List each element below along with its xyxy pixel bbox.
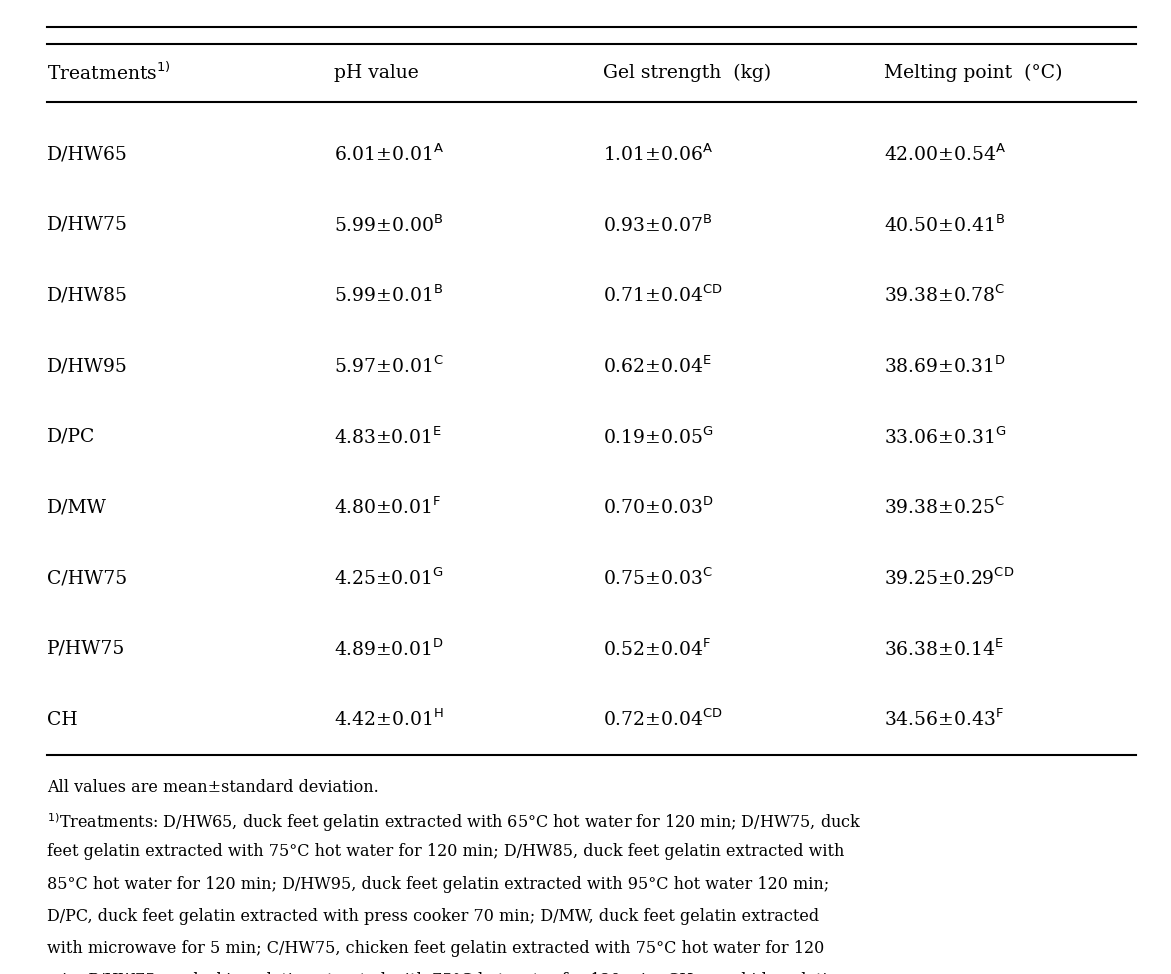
Text: 39.25±0.29$^{\mathrm{CD}}$: 39.25±0.29$^{\mathrm{CD}}$ xyxy=(884,568,1014,589)
Text: 0.62±0.04$^{\mathrm{E}}$: 0.62±0.04$^{\mathrm{E}}$ xyxy=(603,356,712,377)
Text: 42.00±0.54$^{\mathrm{A}}$: 42.00±0.54$^{\mathrm{A}}$ xyxy=(884,143,1006,165)
Text: 0.72±0.04$^{\mathrm{CD}}$: 0.72±0.04$^{\mathrm{CD}}$ xyxy=(603,709,723,730)
Text: 39.38±0.25$^{\mathrm{C}}$: 39.38±0.25$^{\mathrm{C}}$ xyxy=(884,497,1005,518)
Text: 0.52±0.04$^{\mathrm{F}}$: 0.52±0.04$^{\mathrm{F}}$ xyxy=(603,638,711,659)
Text: 4.25±0.01$^{\mathrm{G}}$: 4.25±0.01$^{\mathrm{G}}$ xyxy=(334,568,444,589)
Text: D/HW75: D/HW75 xyxy=(47,216,128,234)
Text: pH value: pH value xyxy=(334,64,418,82)
Text: 85°C hot water for 120 min; D/HW95, duck feet gelatin extracted with 95°C hot wa: 85°C hot water for 120 min; D/HW95, duck… xyxy=(47,876,829,892)
Text: Gel strength  (kg): Gel strength (kg) xyxy=(603,64,772,82)
Text: 38.69±0.31$^{\mathrm{D}}$: 38.69±0.31$^{\mathrm{D}}$ xyxy=(884,356,1006,377)
Text: min; P/HW75, pork skin gelatin extracted with 75°C hot water for 120 min; CH, co: min; P/HW75, pork skin gelatin extracted… xyxy=(47,972,843,974)
Text: P/HW75: P/HW75 xyxy=(47,640,125,657)
Text: 40.50±0.41$^{\mathrm{B}}$: 40.50±0.41$^{\mathrm{B}}$ xyxy=(884,214,1006,236)
Text: D/PC, duck feet gelatin extracted with press cooker 70 min; D/MW, duck feet gela: D/PC, duck feet gelatin extracted with p… xyxy=(47,908,819,924)
Text: 0.71±0.04$^{\mathrm{CD}}$: 0.71±0.04$^{\mathrm{CD}}$ xyxy=(603,284,723,306)
Text: 0.70±0.03$^{\mathrm{D}}$: 0.70±0.03$^{\mathrm{D}}$ xyxy=(603,497,713,518)
Text: 39.38±0.78$^{\mathrm{C}}$: 39.38±0.78$^{\mathrm{C}}$ xyxy=(884,284,1006,306)
Text: 5.99±0.01$^{\mathrm{B}}$: 5.99±0.01$^{\mathrm{B}}$ xyxy=(334,284,443,306)
Text: feet gelatin extracted with 75°C hot water for 120 min; D/HW85, duck feet gelati: feet gelatin extracted with 75°C hot wat… xyxy=(47,843,844,860)
Text: All values are mean±standard deviation.: All values are mean±standard deviation. xyxy=(47,779,378,796)
Text: 36.38±0.14$^{\mathrm{E}}$: 36.38±0.14$^{\mathrm{E}}$ xyxy=(884,638,1005,659)
Text: 5.99±0.00$^{\mathrm{B}}$: 5.99±0.00$^{\mathrm{B}}$ xyxy=(334,214,443,236)
Text: 1.01±0.06$^{\mathrm{A}}$: 1.01±0.06$^{\mathrm{A}}$ xyxy=(603,143,713,165)
Text: 0.19±0.05$^{\mathrm{G}}$: 0.19±0.05$^{\mathrm{G}}$ xyxy=(603,426,713,448)
Text: D/MW: D/MW xyxy=(47,499,107,516)
Text: with microwave for 5 min; C/HW75, chicken feet gelatin extracted with 75°C hot w: with microwave for 5 min; C/HW75, chicke… xyxy=(47,940,824,956)
Text: 0.75±0.03$^{\mathrm{C}}$: 0.75±0.03$^{\mathrm{C}}$ xyxy=(603,568,713,589)
Text: 5.97±0.01$^{\mathrm{C}}$: 5.97±0.01$^{\mathrm{C}}$ xyxy=(334,356,444,377)
Text: 34.56±0.43$^{\mathrm{F}}$: 34.56±0.43$^{\mathrm{F}}$ xyxy=(884,709,1005,730)
Text: $^{1)}$Treatments: D/HW65, duck feet gelatin extracted with 65°C hot water for 1: $^{1)}$Treatments: D/HW65, duck feet gel… xyxy=(47,811,862,834)
Text: 0.93±0.07$^{\mathrm{B}}$: 0.93±0.07$^{\mathrm{B}}$ xyxy=(603,214,712,236)
Text: CH: CH xyxy=(47,710,77,729)
Text: D/HW85: D/HW85 xyxy=(47,286,128,305)
Text: D/PC: D/PC xyxy=(47,428,95,446)
Text: 33.06±0.31$^{\mathrm{G}}$: 33.06±0.31$^{\mathrm{G}}$ xyxy=(884,426,1007,448)
Text: D/HW95: D/HW95 xyxy=(47,357,128,375)
Text: 4.42±0.01$^{\mathrm{H}}$: 4.42±0.01$^{\mathrm{H}}$ xyxy=(334,709,444,730)
Text: 4.83±0.01$^{\mathrm{E}}$: 4.83±0.01$^{\mathrm{E}}$ xyxy=(334,426,441,448)
Text: Treatments$^{1)}$: Treatments$^{1)}$ xyxy=(47,62,171,84)
Text: 6.01±0.01$^{\mathrm{A}}$: 6.01±0.01$^{\mathrm{A}}$ xyxy=(334,143,444,165)
Text: D/HW65: D/HW65 xyxy=(47,145,128,164)
Text: 4.89±0.01$^{\mathrm{D}}$: 4.89±0.01$^{\mathrm{D}}$ xyxy=(334,638,444,659)
Text: 4.80±0.01$^{\mathrm{F}}$: 4.80±0.01$^{\mathrm{F}}$ xyxy=(334,497,441,518)
Text: Melting point  (°C): Melting point (°C) xyxy=(884,64,1062,82)
Text: C/HW75: C/HW75 xyxy=(47,569,128,587)
